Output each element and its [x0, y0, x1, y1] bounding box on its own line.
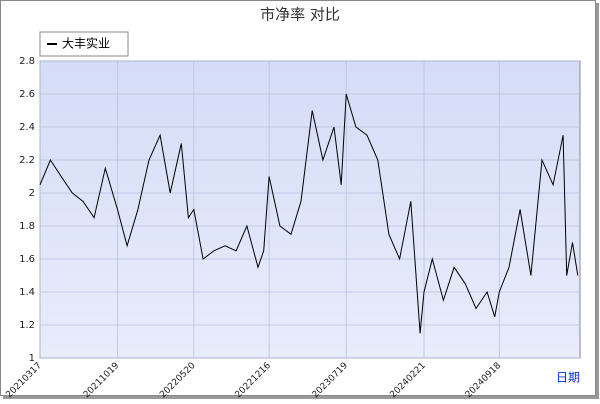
- x-axis-label: 日期: [556, 371, 580, 385]
- y-tick-label: 1: [29, 353, 35, 364]
- y-tick-label: 1.2: [19, 320, 35, 331]
- y-tick-label: 1.4: [19, 287, 35, 298]
- y-tick-label: 2.8: [19, 56, 35, 67]
- chart-title: 市净率 对比: [260, 6, 340, 24]
- legend-label: 大丰实业: [62, 36, 110, 51]
- y-tick-label: 1.6: [19, 254, 35, 265]
- y-tick-label: 2: [29, 188, 35, 199]
- line-series: [39, 93, 579, 334]
- y-tick-label: 2.2: [19, 155, 35, 166]
- y-tick-label: 2.6: [19, 89, 35, 100]
- y-tick-label: 2.4: [19, 122, 35, 133]
- y-tick-label: 1.8: [19, 221, 35, 232]
